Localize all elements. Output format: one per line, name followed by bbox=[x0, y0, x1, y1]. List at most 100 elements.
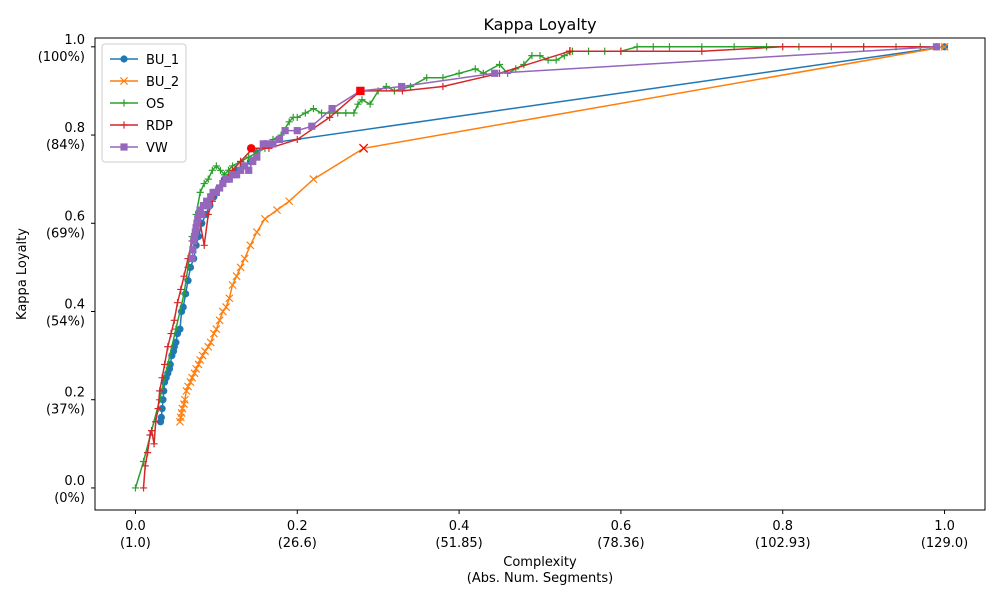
y-tick-sublabel: (0%) bbox=[54, 491, 85, 506]
axis-ticks: 0.0 (1.0) 0.2 (26.6) 0.4 (51.85) 0.6 (78.36) 0.8… bbox=[38, 33, 969, 551]
data-point bbox=[167, 329, 175, 338]
data-point bbox=[204, 202, 212, 210]
x-axis-label-units: (Abs. Num. Segments) bbox=[467, 571, 614, 586]
data-point bbox=[190, 369, 199, 378]
y-tick-label: 0.4 bbox=[64, 297, 85, 312]
data-point bbox=[253, 153, 261, 161]
legend-box bbox=[101, 43, 187, 163]
x-tick-label: 0.0 bbox=[125, 519, 146, 534]
data-point bbox=[188, 373, 197, 382]
data-point bbox=[196, 206, 204, 214]
data-point bbox=[940, 42, 949, 51]
data-point bbox=[293, 135, 301, 144]
x-tick-sublabel: (102.93) bbox=[755, 536, 811, 551]
series-vw bbox=[188, 43, 941, 263]
legend-item: VW bbox=[110, 141, 168, 156]
data-point bbox=[237, 166, 245, 174]
data-point bbox=[177, 285, 185, 294]
data-point bbox=[172, 325, 180, 333]
y-tick-label: 0.8 bbox=[64, 121, 85, 136]
highlight-points bbox=[246, 47, 575, 153]
highlight-point bbox=[246, 144, 256, 153]
data-point bbox=[552, 56, 560, 64]
data-point bbox=[208, 166, 216, 174]
data-point bbox=[240, 254, 249, 263]
data-point bbox=[350, 109, 358, 117]
data-point bbox=[225, 294, 234, 303]
data-point bbox=[301, 109, 309, 117]
data-point bbox=[309, 175, 318, 184]
x-tick-sublabel: (129.0) bbox=[921, 536, 968, 551]
data-point bbox=[170, 316, 178, 324]
x-tick-sublabel: (1.0) bbox=[120, 536, 151, 551]
data-point bbox=[293, 113, 301, 122]
data-point bbox=[309, 104, 318, 113]
data-point bbox=[180, 395, 189, 404]
legend-marker bbox=[119, 76, 129, 86]
data-point bbox=[665, 43, 674, 51]
data-point bbox=[192, 364, 201, 373]
x-tick-label: 0.6 bbox=[611, 519, 632, 534]
y-axis-label: Kappa Loyalty bbox=[15, 228, 30, 320]
data-point bbox=[216, 184, 224, 192]
y-tick-sublabel: (100%) bbox=[38, 50, 85, 65]
data-point bbox=[194, 215, 202, 223]
data-point bbox=[366, 100, 374, 108]
data-point bbox=[285, 118, 293, 126]
highlight-point bbox=[358, 143, 369, 153]
data-point bbox=[160, 360, 169, 369]
data-point bbox=[317, 109, 326, 117]
data-point bbox=[152, 418, 160, 426]
plot-area-frame bbox=[94, 37, 986, 511]
data-point bbox=[196, 188, 204, 196]
data-point bbox=[536, 52, 544, 60]
legend-marker bbox=[120, 143, 128, 151]
data-point bbox=[358, 96, 366, 104]
data-point bbox=[176, 325, 184, 333]
data-point bbox=[212, 325, 221, 334]
y-tick-label: 0.6 bbox=[64, 209, 85, 224]
data-point bbox=[633, 43, 641, 51]
chart-legend: BU_1 BU_2 OS RDP VW bbox=[101, 43, 187, 163]
data-point bbox=[245, 166, 253, 174]
data-point bbox=[141, 462, 149, 470]
data-point bbox=[204, 342, 213, 351]
legend-marker bbox=[120, 55, 128, 63]
data-point bbox=[439, 82, 447, 91]
data-point bbox=[184, 382, 193, 391]
series-bu-2 bbox=[175, 42, 949, 426]
data-point bbox=[932, 43, 941, 51]
x-tick-label: 0.4 bbox=[449, 519, 470, 534]
data-point bbox=[860, 43, 868, 51]
data-point bbox=[528, 52, 536, 60]
data-point bbox=[423, 74, 431, 82]
data-point bbox=[285, 197, 294, 206]
data-point bbox=[157, 413, 165, 421]
data-point bbox=[209, 329, 218, 338]
data-point bbox=[471, 65, 479, 73]
y-tick-sublabel: (84%) bbox=[46, 138, 85, 153]
data-point bbox=[148, 426, 156, 435]
data-point bbox=[275, 135, 284, 144]
y-tick-label: 1.0 bbox=[64, 33, 85, 48]
highlight-point bbox=[565, 47, 575, 56]
data-point bbox=[180, 290, 188, 298]
x-tick-label: 1.0 bbox=[934, 519, 955, 534]
data-point bbox=[212, 188, 220, 196]
legend-label: OS bbox=[146, 97, 164, 112]
data-point bbox=[154, 404, 162, 413]
data-point bbox=[252, 228, 261, 237]
data-point bbox=[398, 82, 406, 91]
y-tick-label: 0.0 bbox=[64, 474, 85, 489]
data-series bbox=[131, 42, 949, 492]
data-point bbox=[198, 210, 206, 219]
y-tick-sublabel: (54%) bbox=[46, 314, 85, 329]
data-point bbox=[228, 171, 237, 179]
data-point bbox=[182, 386, 191, 395]
data-point bbox=[218, 307, 227, 316]
data-point bbox=[164, 343, 172, 351]
x-tick-label: 0.8 bbox=[772, 519, 793, 534]
data-point bbox=[273, 206, 282, 215]
data-point bbox=[180, 272, 188, 280]
